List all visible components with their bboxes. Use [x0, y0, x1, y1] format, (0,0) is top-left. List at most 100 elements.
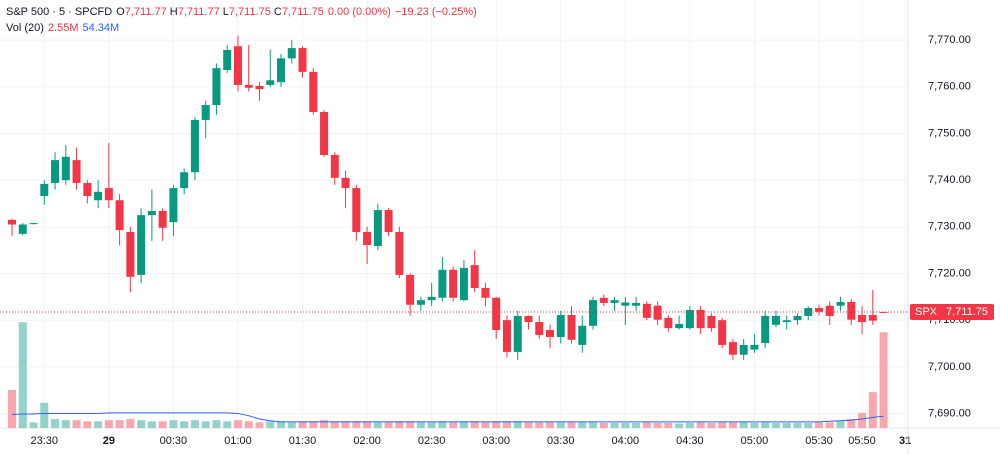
ohlc-field: L7,711.75 [223, 6, 271, 18]
volume-bar [244, 421, 253, 428]
volume-bar [578, 422, 587, 428]
volume-bar [190, 420, 199, 428]
volume-bar [40, 402, 49, 428]
candle-body [492, 297, 501, 330]
volume-bar [18, 322, 27, 428]
volume-bar [707, 422, 716, 428]
x-tick-label: 05:30 [805, 435, 833, 447]
ohlc-field: C7,711.75 [274, 6, 324, 18]
candle-body [858, 315, 867, 323]
candle-body [771, 315, 780, 325]
x-tick-label: 02:00 [353, 435, 381, 447]
y-tick-label: 7,770.00 [928, 34, 971, 46]
candle-body [244, 84, 253, 88]
volume-bar [427, 422, 436, 428]
x-tick-label: 00:30 [160, 435, 188, 447]
y-tick-label: 7,720.00 [928, 267, 971, 279]
candle-body [373, 210, 382, 246]
x-tick-label: 05:00 [741, 435, 769, 447]
volume-bar [664, 422, 673, 428]
x-tick-label: 01:30 [289, 435, 317, 447]
candle-body [707, 315, 716, 329]
candle-body [836, 301, 845, 306]
field-key: C [273, 6, 282, 18]
volume-bar [739, 422, 748, 428]
candle-body [847, 301, 856, 320]
volume-bar [61, 420, 70, 428]
field-value: 7,711.77 [124, 6, 167, 18]
volume-bar [513, 421, 522, 428]
candle-body [126, 231, 135, 277]
candle-body [51, 160, 60, 183]
y-tick-label: 7,730.00 [928, 221, 971, 233]
volume-label[interactable]: Vol (20) [6, 22, 44, 34]
symbol[interactable]: S&P 500 · 5 · SPCFD [6, 6, 113, 18]
price-tag [910, 304, 994, 321]
candle-body [395, 231, 404, 275]
volume-ma-line [11, 412, 884, 423]
field-key: O [116, 6, 125, 18]
volume-bar [72, 420, 81, 428]
candle-body [804, 308, 813, 316]
volume-bar [277, 421, 285, 428]
volume-bar [847, 419, 856, 428]
volume-bar [546, 422, 554, 428]
volume-bar [589, 422, 598, 428]
y-tick-label: 7,740.00 [928, 174, 971, 186]
volume-bar [610, 422, 619, 428]
volume-bar [438, 421, 447, 428]
candle-body [642, 303, 651, 318]
volume-bar [642, 422, 651, 428]
candle-body [578, 325, 587, 345]
volume-bar [330, 421, 339, 428]
volume-bar [169, 420, 178, 428]
volume-bar [201, 421, 210, 428]
volume-bar [320, 420, 329, 428]
candle-body [567, 315, 576, 340]
x-tick-label: 02:30 [418, 435, 446, 447]
candle-body [653, 305, 662, 320]
volume-bar [793, 422, 802, 428]
volume-bar [255, 422, 264, 428]
volume-bar [115, 420, 124, 428]
field-value: 7,711.75 [281, 6, 324, 18]
candle-body [158, 210, 167, 228]
x-tick-label: 04:30 [676, 435, 704, 447]
volume-bar [29, 422, 38, 428]
candle-body [416, 300, 425, 305]
x-tick-label: 03:00 [482, 435, 510, 447]
change-day: −19.23 (−0.25%) [394, 6, 477, 18]
candle-body [685, 309, 694, 329]
candle-body [115, 200, 124, 231]
candle-body [513, 315, 522, 352]
volume-bar [535, 422, 544, 428]
volume-bar [492, 421, 501, 428]
volume-bar [395, 421, 404, 428]
volume-bar [212, 420, 221, 428]
x-tick-label: 03:30 [547, 435, 575, 447]
volume-bar [825, 422, 834, 428]
volume-bar [352, 421, 361, 428]
volume-bar [567, 422, 576, 428]
candle-body [438, 269, 447, 298]
volume-bar [556, 422, 565, 428]
candle-body [546, 329, 554, 337]
candle-body [664, 317, 673, 329]
candle-body [524, 315, 533, 323]
candle-body [502, 320, 511, 352]
candle-body [761, 315, 770, 344]
volume-bar [137, 420, 146, 428]
volume-bar [341, 421, 350, 428]
candle-body [675, 323, 684, 329]
volume-bar [449, 422, 458, 428]
volume-bar [416, 422, 425, 428]
volume-bar [8, 389, 16, 428]
volume-bar [632, 422, 641, 428]
volume-bar [481, 422, 490, 428]
candle-body [610, 300, 619, 303]
candle-body [589, 300, 598, 326]
candle-body [277, 58, 285, 83]
candle-body [147, 210, 156, 216]
candle-body [223, 49, 232, 71]
